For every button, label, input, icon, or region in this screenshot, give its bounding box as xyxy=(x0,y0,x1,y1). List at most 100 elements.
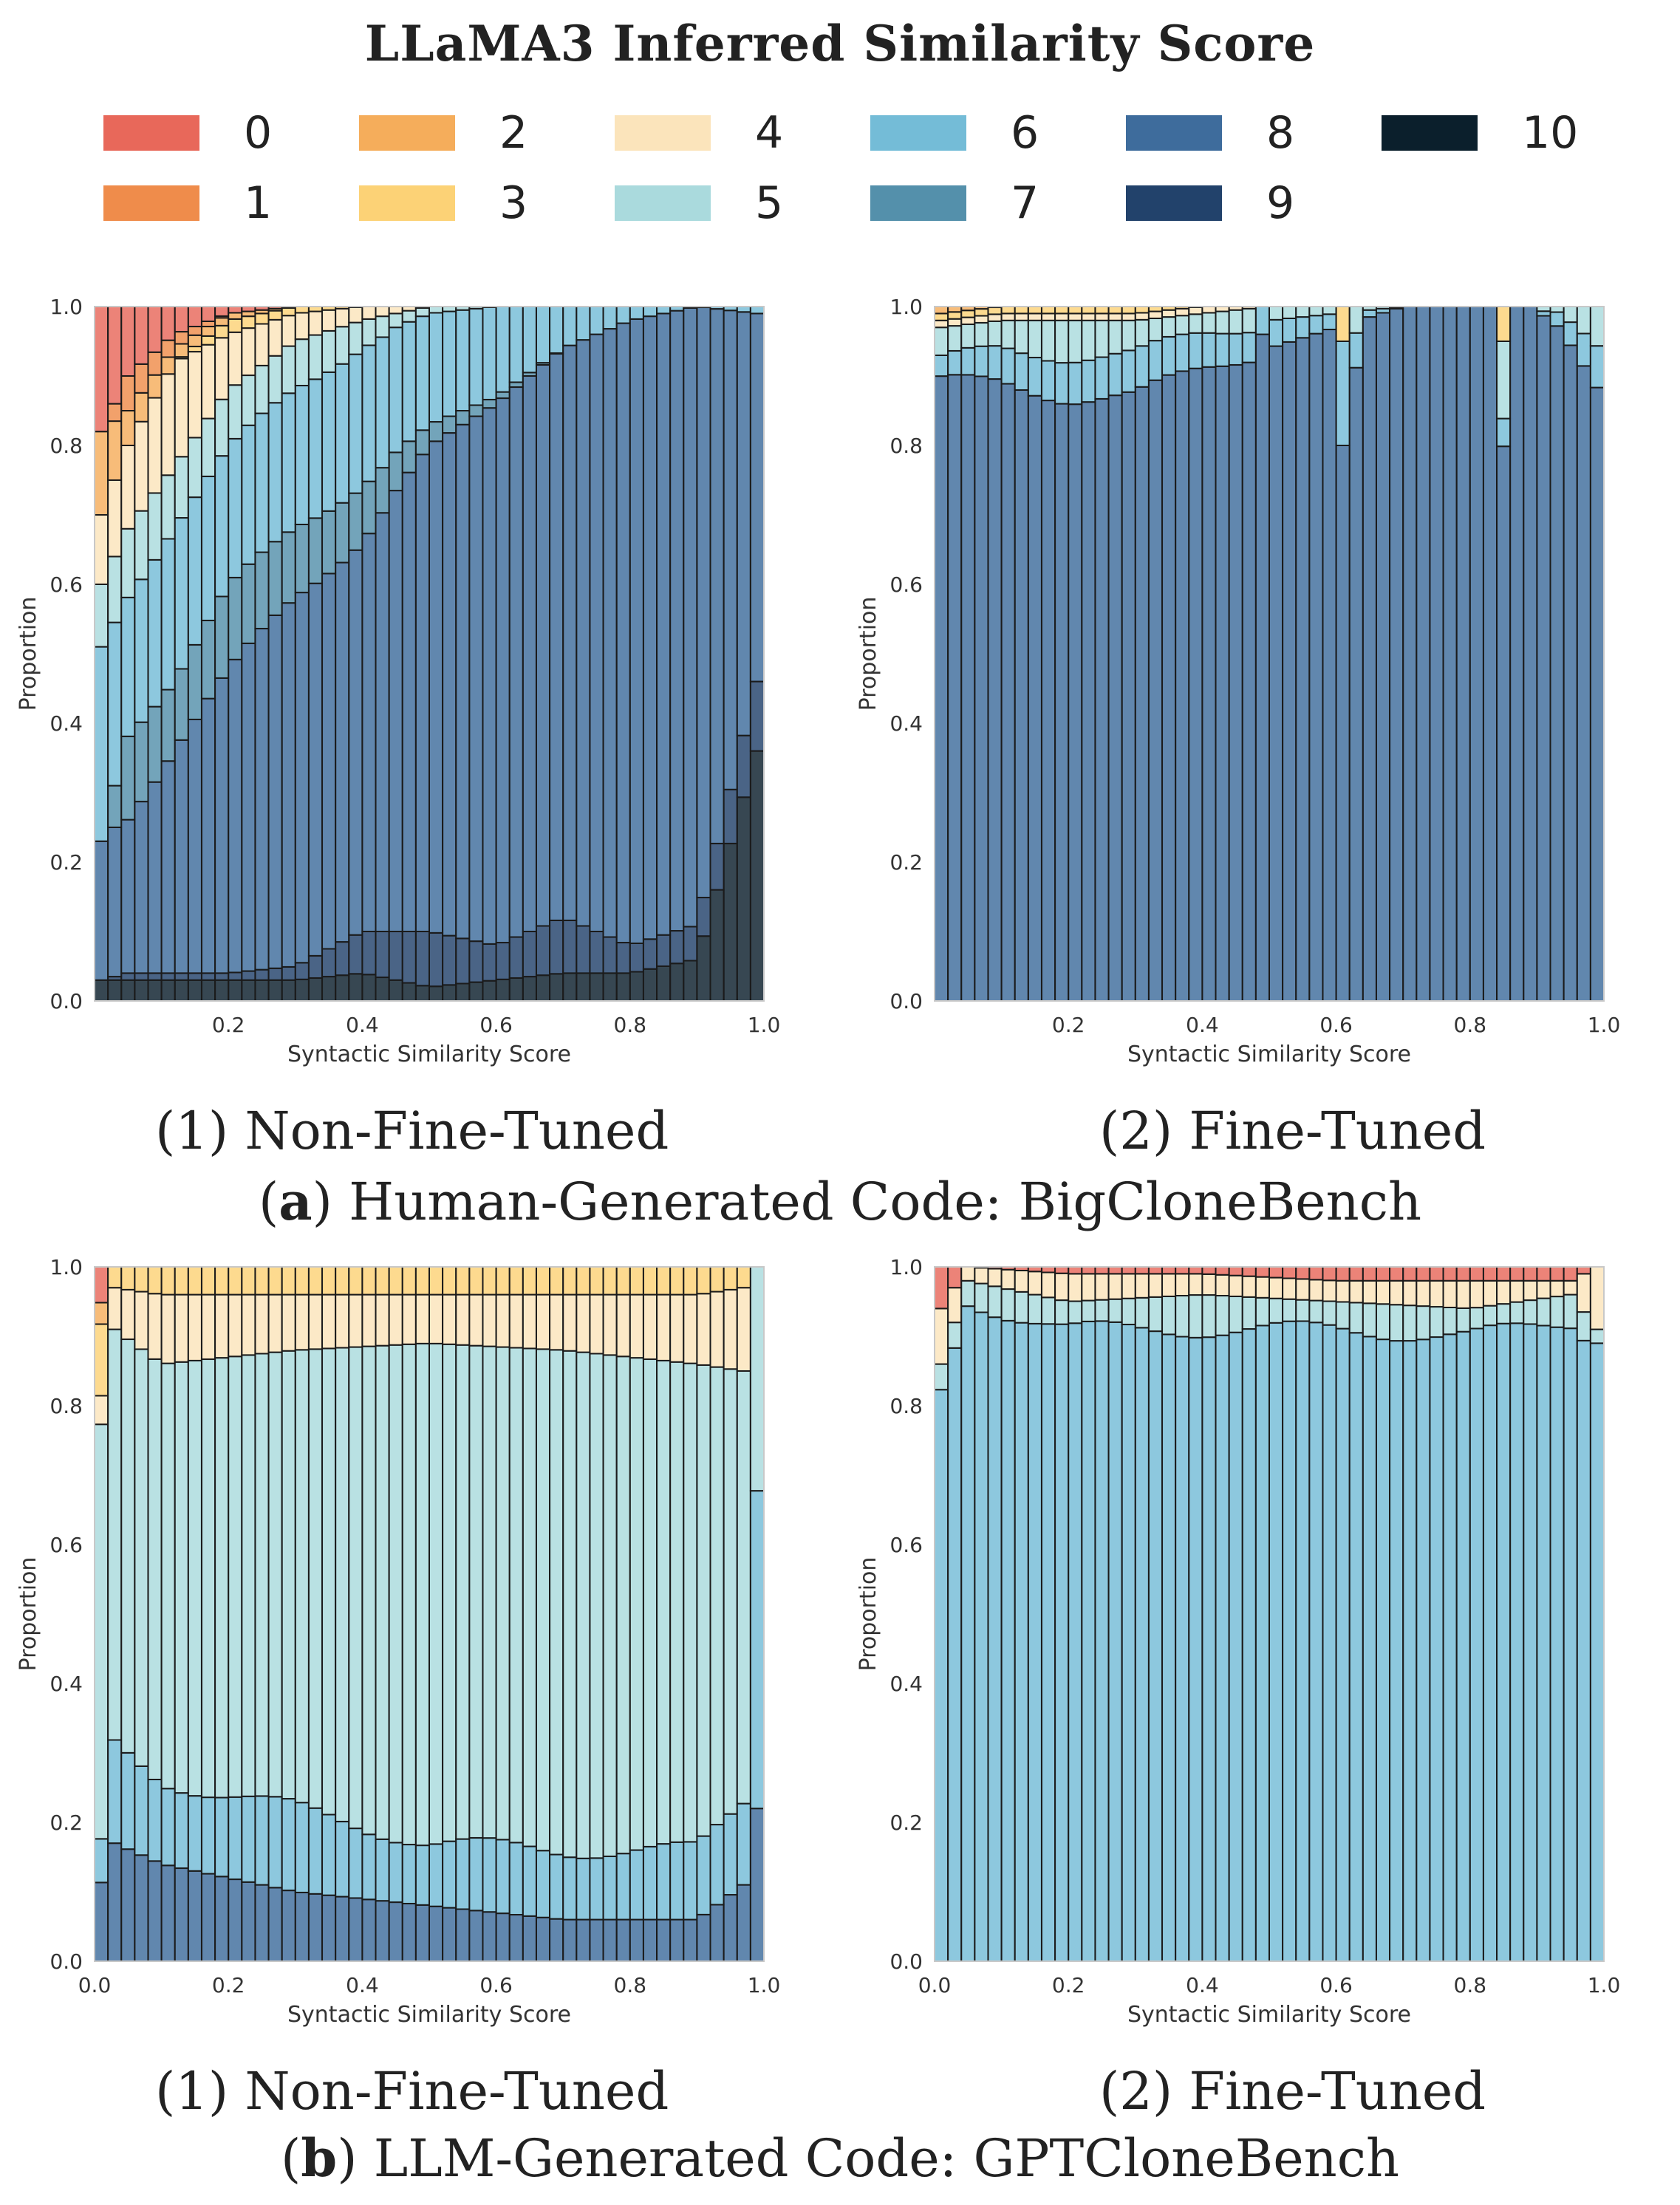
bar-bin-14-score-4 xyxy=(1121,312,1136,321)
bar-bin-6-score-5 xyxy=(174,1361,189,1794)
bar-bin-12-score-6 xyxy=(254,1795,270,1886)
bar-bin-26-score-4 xyxy=(442,1293,457,1345)
bar-bin-19-score-5 xyxy=(348,321,363,355)
x-axis-label: Syntactic Similarity Score xyxy=(287,2002,571,2028)
bar-bin-46-score-5 xyxy=(709,1366,725,1826)
bar-bin-13-score-5 xyxy=(267,1351,283,1798)
bar-bin-16-score-0 xyxy=(1147,1266,1164,1275)
bar-bin-20-score-5 xyxy=(1201,1294,1217,1339)
bar-bin-10-score-6 xyxy=(228,437,243,578)
bar-bin-1-score-0 xyxy=(107,306,123,405)
bar-bin-49-score-5 xyxy=(1589,1328,1605,1344)
bar-bin-11-score-4 xyxy=(1081,1273,1096,1302)
bar-bin-37-score-0 xyxy=(1429,1266,1444,1282)
bar-bin-23-score-0 xyxy=(1241,1266,1257,1277)
bar-bin-9-score-6 xyxy=(1054,362,1070,405)
bar-bin-29-score-9 xyxy=(482,943,497,982)
bar-bin-12-score-8 xyxy=(254,1884,270,1962)
bar-bin-44-score-5 xyxy=(683,1362,698,1843)
bar-bin-21-score-8 xyxy=(1215,365,1230,1002)
legend-label-8: 8 xyxy=(1266,107,1295,159)
bar-bin-45-score-8 xyxy=(1536,315,1551,1002)
bar-bin-0-score-0 xyxy=(934,1266,949,1310)
bar-bin-45-score-3 xyxy=(696,1266,711,1295)
bar-bin-7-score-10 xyxy=(187,979,202,1002)
bar-bin-23-score-4 xyxy=(401,1293,417,1345)
bar-bin-1-score-1 xyxy=(107,403,123,423)
bar-bin-11-score-6 xyxy=(241,424,256,565)
bar-bin-10-score-0 xyxy=(1068,1266,1083,1275)
bar-bin-40-score-8 xyxy=(629,318,644,944)
bar-bin-21-score-6 xyxy=(1215,332,1230,367)
bar-bin-44-score-4 xyxy=(1523,1279,1538,1302)
plot-frame xyxy=(94,1266,765,1962)
bar-bin-35-score-8 xyxy=(562,1918,578,1962)
bar-bin-28-score-6 xyxy=(468,307,484,406)
bar-bin-37-score-8 xyxy=(589,1918,604,1962)
bar-bin-15-score-5 xyxy=(294,1349,310,1804)
bar-bin-1-score-4 xyxy=(947,1287,963,1324)
bar-bin-13-score-5 xyxy=(1107,1298,1123,1323)
bar-bin-5-score-5 xyxy=(1000,319,1016,349)
bar-bin-34-score-5 xyxy=(1389,1304,1404,1342)
bar-bin-26-score-9 xyxy=(442,934,457,986)
bar-bin-13-score-8 xyxy=(1107,394,1123,1002)
bar-bin-36-score-8 xyxy=(576,339,591,927)
bar-bin-48-score-4 xyxy=(736,1287,751,1372)
bar-bin-15-score-8 xyxy=(1134,386,1150,1002)
bar-bin-42-score-9 xyxy=(656,934,672,968)
bar-bin-20-score-10 xyxy=(361,974,377,1002)
bar-bin-8-score-10 xyxy=(200,979,216,1002)
bar-bin-14-score-10 xyxy=(281,979,296,1002)
bar-bin-46-score-4 xyxy=(709,1290,725,1368)
bar-bin-31-score-4 xyxy=(508,1293,524,1349)
bar-bin-4-score-6 xyxy=(147,558,163,708)
bar-bin-17-score-4 xyxy=(1161,1273,1177,1297)
bar-bin-47-score-5 xyxy=(1563,1293,1578,1330)
bar-bin-47-score-4 xyxy=(1563,1279,1578,1296)
bar-bin-1-score-10 xyxy=(107,979,123,1002)
bar-bin-38-score-3 xyxy=(602,1266,618,1296)
bar-bin-19-score-5 xyxy=(1188,313,1203,334)
bar-bin-2-score-0 xyxy=(120,306,136,377)
bar-bin-30-score-8 xyxy=(495,1912,511,1963)
x-tick-label: 0.0 xyxy=(918,1973,952,1997)
x-tick-label: 0.4 xyxy=(346,1973,379,1997)
bar-bin-41-score-5 xyxy=(1482,1305,1498,1327)
bar-bin-22-score-4 xyxy=(1228,1274,1243,1297)
bar-bin-11-score-4 xyxy=(241,327,256,377)
bar-bin-19-score-5 xyxy=(1188,1294,1203,1339)
bar-bin-30-score-3 xyxy=(1335,306,1351,342)
bar-bin-14-score-6 xyxy=(1121,349,1136,393)
bar-bin-17-score-5 xyxy=(1161,316,1177,338)
bar-bin-31-score-6 xyxy=(508,306,524,383)
bar-bin-15-score-7 xyxy=(294,523,310,594)
bar-bin-48-score-5 xyxy=(1576,306,1591,335)
bar-bin-42-score-6 xyxy=(1496,1322,1512,1962)
bar-bin-17-score-9 xyxy=(321,948,337,978)
bar-bin-2-score-5 xyxy=(960,1279,976,1307)
legend-label-7: 7 xyxy=(1011,177,1039,229)
bar-bin-35-score-4 xyxy=(1402,1279,1418,1307)
bar-bin-0-score-2 xyxy=(934,306,949,315)
bar-bin-30-score-6 xyxy=(1335,1327,1351,1963)
legend-label-3: 3 xyxy=(499,177,528,229)
bar-bin-46-score-8 xyxy=(709,308,725,844)
bar-bin-47-score-5 xyxy=(1563,306,1578,324)
bar-bin-47-score-8 xyxy=(1563,344,1578,1002)
bar-bin-35-score-8 xyxy=(562,344,578,921)
bar-bin-3-score-8 xyxy=(134,801,149,974)
bar-bin-7-score-6 xyxy=(1027,357,1042,397)
y-tick-label: 1.0 xyxy=(49,295,83,319)
bar-bin-39-score-6 xyxy=(615,1853,631,1921)
bar-bin-48-score-9 xyxy=(736,734,751,799)
bar-bin-33-score-4 xyxy=(535,1293,551,1350)
bar-bin-8-score-4 xyxy=(200,1293,216,1361)
bar-bin-11-score-3 xyxy=(241,1266,256,1296)
bar-bin-7-score-5 xyxy=(1027,319,1042,359)
bar-bin-4-score-6 xyxy=(147,1778,163,1862)
x-tick-label: 1.0 xyxy=(748,1973,781,1997)
bar-bin-16-score-4 xyxy=(307,310,324,336)
bar-bin-44-score-10 xyxy=(683,960,698,1002)
bar-bin-42-score-6 xyxy=(656,306,672,315)
